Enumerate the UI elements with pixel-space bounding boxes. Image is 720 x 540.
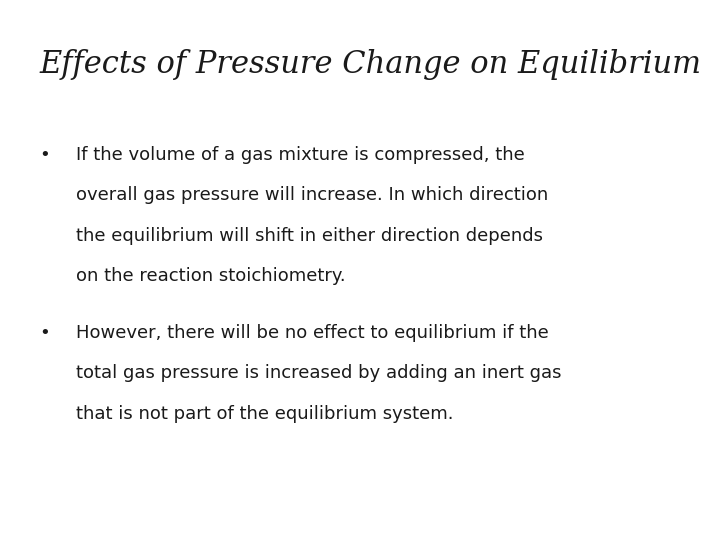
Text: that is not part of the equilibrium system.: that is not part of the equilibrium syst… [76, 405, 453, 423]
Text: total gas pressure is increased by adding an inert gas: total gas pressure is increased by addin… [76, 364, 561, 382]
Text: However, there will be no effect to equilibrium if the: However, there will be no effect to equi… [76, 324, 549, 342]
Text: Effects of Pressure Change on Equilibrium: Effects of Pressure Change on Equilibriu… [40, 49, 701, 79]
Text: on the reaction stoichiometry.: on the reaction stoichiometry. [76, 267, 345, 285]
Text: the equilibrium will shift in either direction depends: the equilibrium will shift in either dir… [76, 227, 543, 245]
Text: •: • [40, 324, 50, 342]
Text: If the volume of a gas mixture is compressed, the: If the volume of a gas mixture is compre… [76, 146, 524, 164]
Text: •: • [40, 146, 50, 164]
Text: overall gas pressure will increase. In which direction: overall gas pressure will increase. In w… [76, 186, 548, 204]
